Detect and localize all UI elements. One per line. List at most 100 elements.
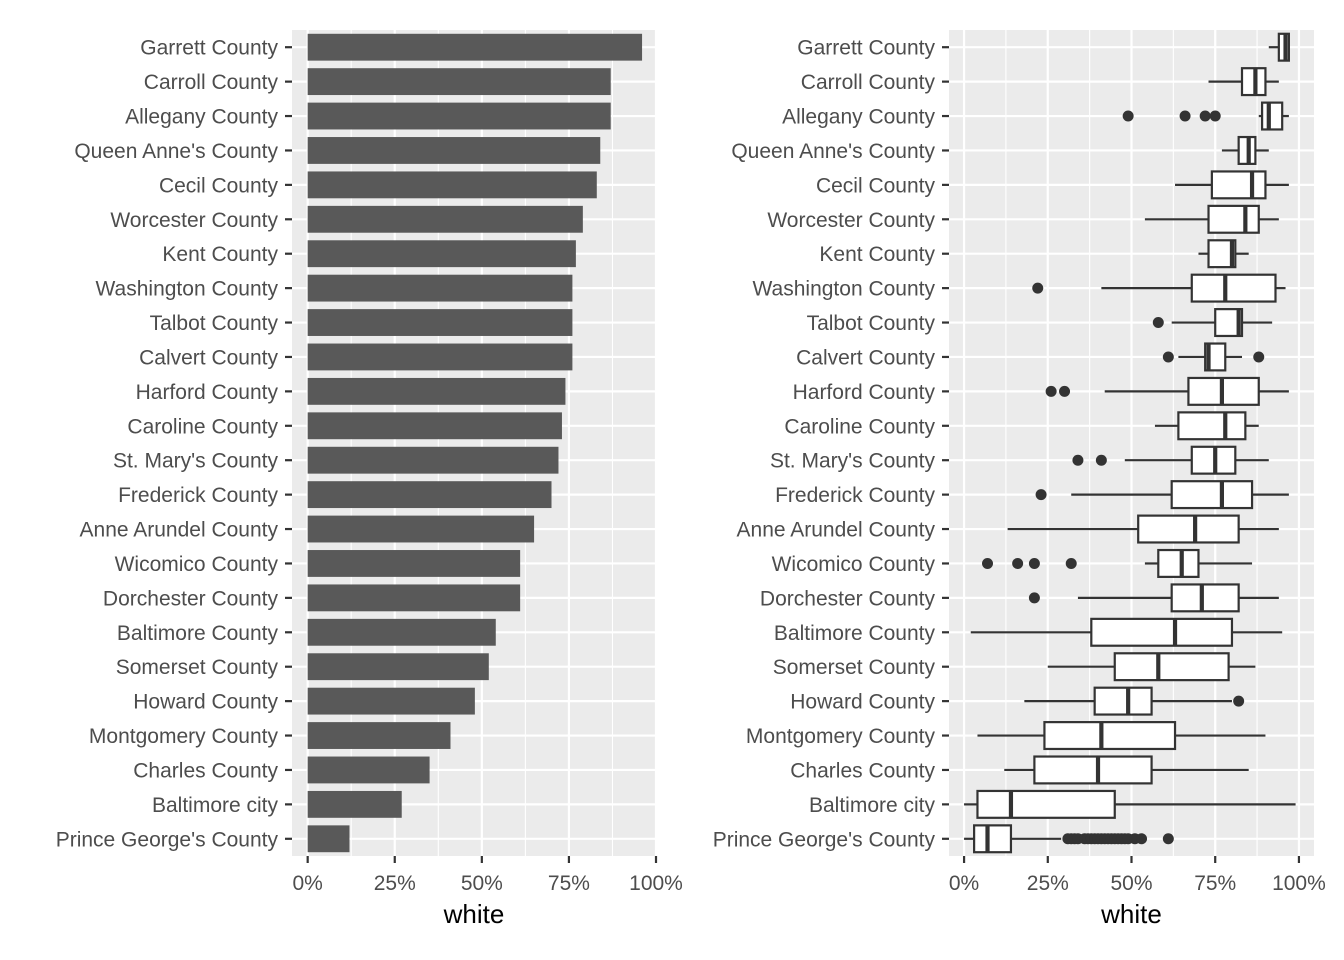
outlier-point <box>1065 557 1077 569</box>
box-plot-panel: Garrett County Carroll County Allegany Cou… <box>713 30 1326 929</box>
category-label: Washington County <box>96 278 279 301</box>
bar <box>307 584 521 612</box>
x-axis-title: white <box>443 899 505 929</box>
outlier-point <box>1179 110 1191 122</box>
outlier-point <box>1028 592 1040 604</box>
category-label: Somerset County <box>773 656 936 679</box>
category-label: Allegany County <box>125 106 278 129</box>
category-label: Prince George's County <box>713 828 936 851</box>
x-tick-label: 50% <box>1110 872 1152 895</box>
outlier-point <box>1032 282 1044 294</box>
box <box>1157 548 1200 578</box>
category-label: Frederick County <box>118 484 278 507</box>
bar <box>307 412 562 440</box>
bar <box>307 205 583 233</box>
bar <box>307 33 643 61</box>
bar <box>307 274 573 302</box>
outlier-point <box>1253 351 1265 363</box>
category-label: Garrett County <box>797 37 935 60</box>
box <box>1033 755 1153 785</box>
category-label: Calvert County <box>139 346 278 369</box>
box <box>1137 514 1240 544</box>
bar <box>307 137 601 164</box>
bar <box>307 481 552 509</box>
bar <box>307 446 559 474</box>
category-label: Talbot County <box>807 312 936 335</box>
category-label: Dorchester County <box>103 587 279 610</box>
outlier-point <box>1152 317 1164 329</box>
category-label: Kent County <box>819 243 935 266</box>
x-tick-label: 25% <box>374 872 416 895</box>
category-label: Baltimore city <box>809 794 936 817</box>
category-label: Washington County <box>753 278 936 301</box>
category-label: Caroline County <box>784 415 935 438</box>
category-label: Dorchester County <box>760 587 936 610</box>
category-label: Harford County <box>793 381 936 404</box>
outlier-point <box>1072 454 1084 466</box>
outlier-point <box>1028 557 1040 569</box>
box <box>1177 411 1247 441</box>
x-tick-label: 25% <box>1027 872 1069 895</box>
category-label: Anne Arundel County <box>80 519 279 542</box>
category-label: Kent County <box>162 243 278 266</box>
category-label: Charles County <box>133 759 278 782</box>
outlier-point <box>1012 557 1024 569</box>
box <box>1113 652 1230 682</box>
category-label: Frederick County <box>775 484 935 507</box>
bar <box>307 68 611 96</box>
category-label: Queen Anne's County <box>74 140 278 163</box>
x-tick-label: 0% <box>949 872 979 895</box>
category-label: Cecil County <box>159 174 279 197</box>
bar <box>307 825 350 853</box>
category-label: Garrett County <box>140 37 278 60</box>
box <box>1190 273 1277 303</box>
bar <box>307 756 430 784</box>
category-label: Prince George's County <box>56 828 279 851</box>
outlier-point <box>1199 110 1211 122</box>
box <box>1170 480 1254 510</box>
bar <box>307 515 535 543</box>
bar <box>307 309 573 336</box>
category-label: Carroll County <box>144 71 279 94</box>
outlier-point <box>982 557 994 569</box>
box <box>1210 170 1267 200</box>
outlier-point <box>1035 489 1047 501</box>
outlier-point <box>1233 695 1245 707</box>
category-label: Harford County <box>136 381 279 404</box>
x-tick-label: 75% <box>1194 872 1236 895</box>
category-label: Baltimore city <box>152 794 279 817</box>
outlier-point <box>1122 110 1134 122</box>
box <box>1090 617 1234 647</box>
category-label: St. Mary's County <box>770 450 936 473</box>
category-label: Allegany County <box>782 106 935 129</box>
panel-background <box>292 30 656 856</box>
box <box>1043 721 1177 751</box>
box <box>1260 101 1284 131</box>
outlier-point <box>1095 454 1107 466</box>
bar <box>307 790 402 818</box>
bar <box>307 377 566 405</box>
category-label: Carroll County <box>801 71 936 94</box>
category-label: Worcester County <box>110 209 278 232</box>
category-label: Baltimore County <box>117 622 279 645</box>
category-label: Calvert County <box>796 346 935 369</box>
bar <box>307 550 521 577</box>
category-label: Howard County <box>790 691 935 714</box>
outlier-point <box>1162 351 1174 363</box>
x-tick-label: 75% <box>548 872 590 895</box>
category-label: Montgomery County <box>746 725 936 748</box>
category-label: Worcester County <box>767 209 935 232</box>
category-label: Talbot County <box>150 312 279 335</box>
category-label: Caroline County <box>127 415 278 438</box>
category-label: Wicomico County <box>115 553 279 576</box>
x-tick-label: 50% <box>461 872 503 895</box>
category-label: Queen Anne's County <box>731 140 935 163</box>
x-tick-label: 100% <box>1272 872 1326 895</box>
category-label: Somerset County <box>116 656 279 679</box>
box <box>973 824 1013 854</box>
x-tick-label: 0% <box>292 872 322 895</box>
bar <box>307 171 597 199</box>
bar <box>307 240 576 268</box>
box <box>1093 686 1153 716</box>
